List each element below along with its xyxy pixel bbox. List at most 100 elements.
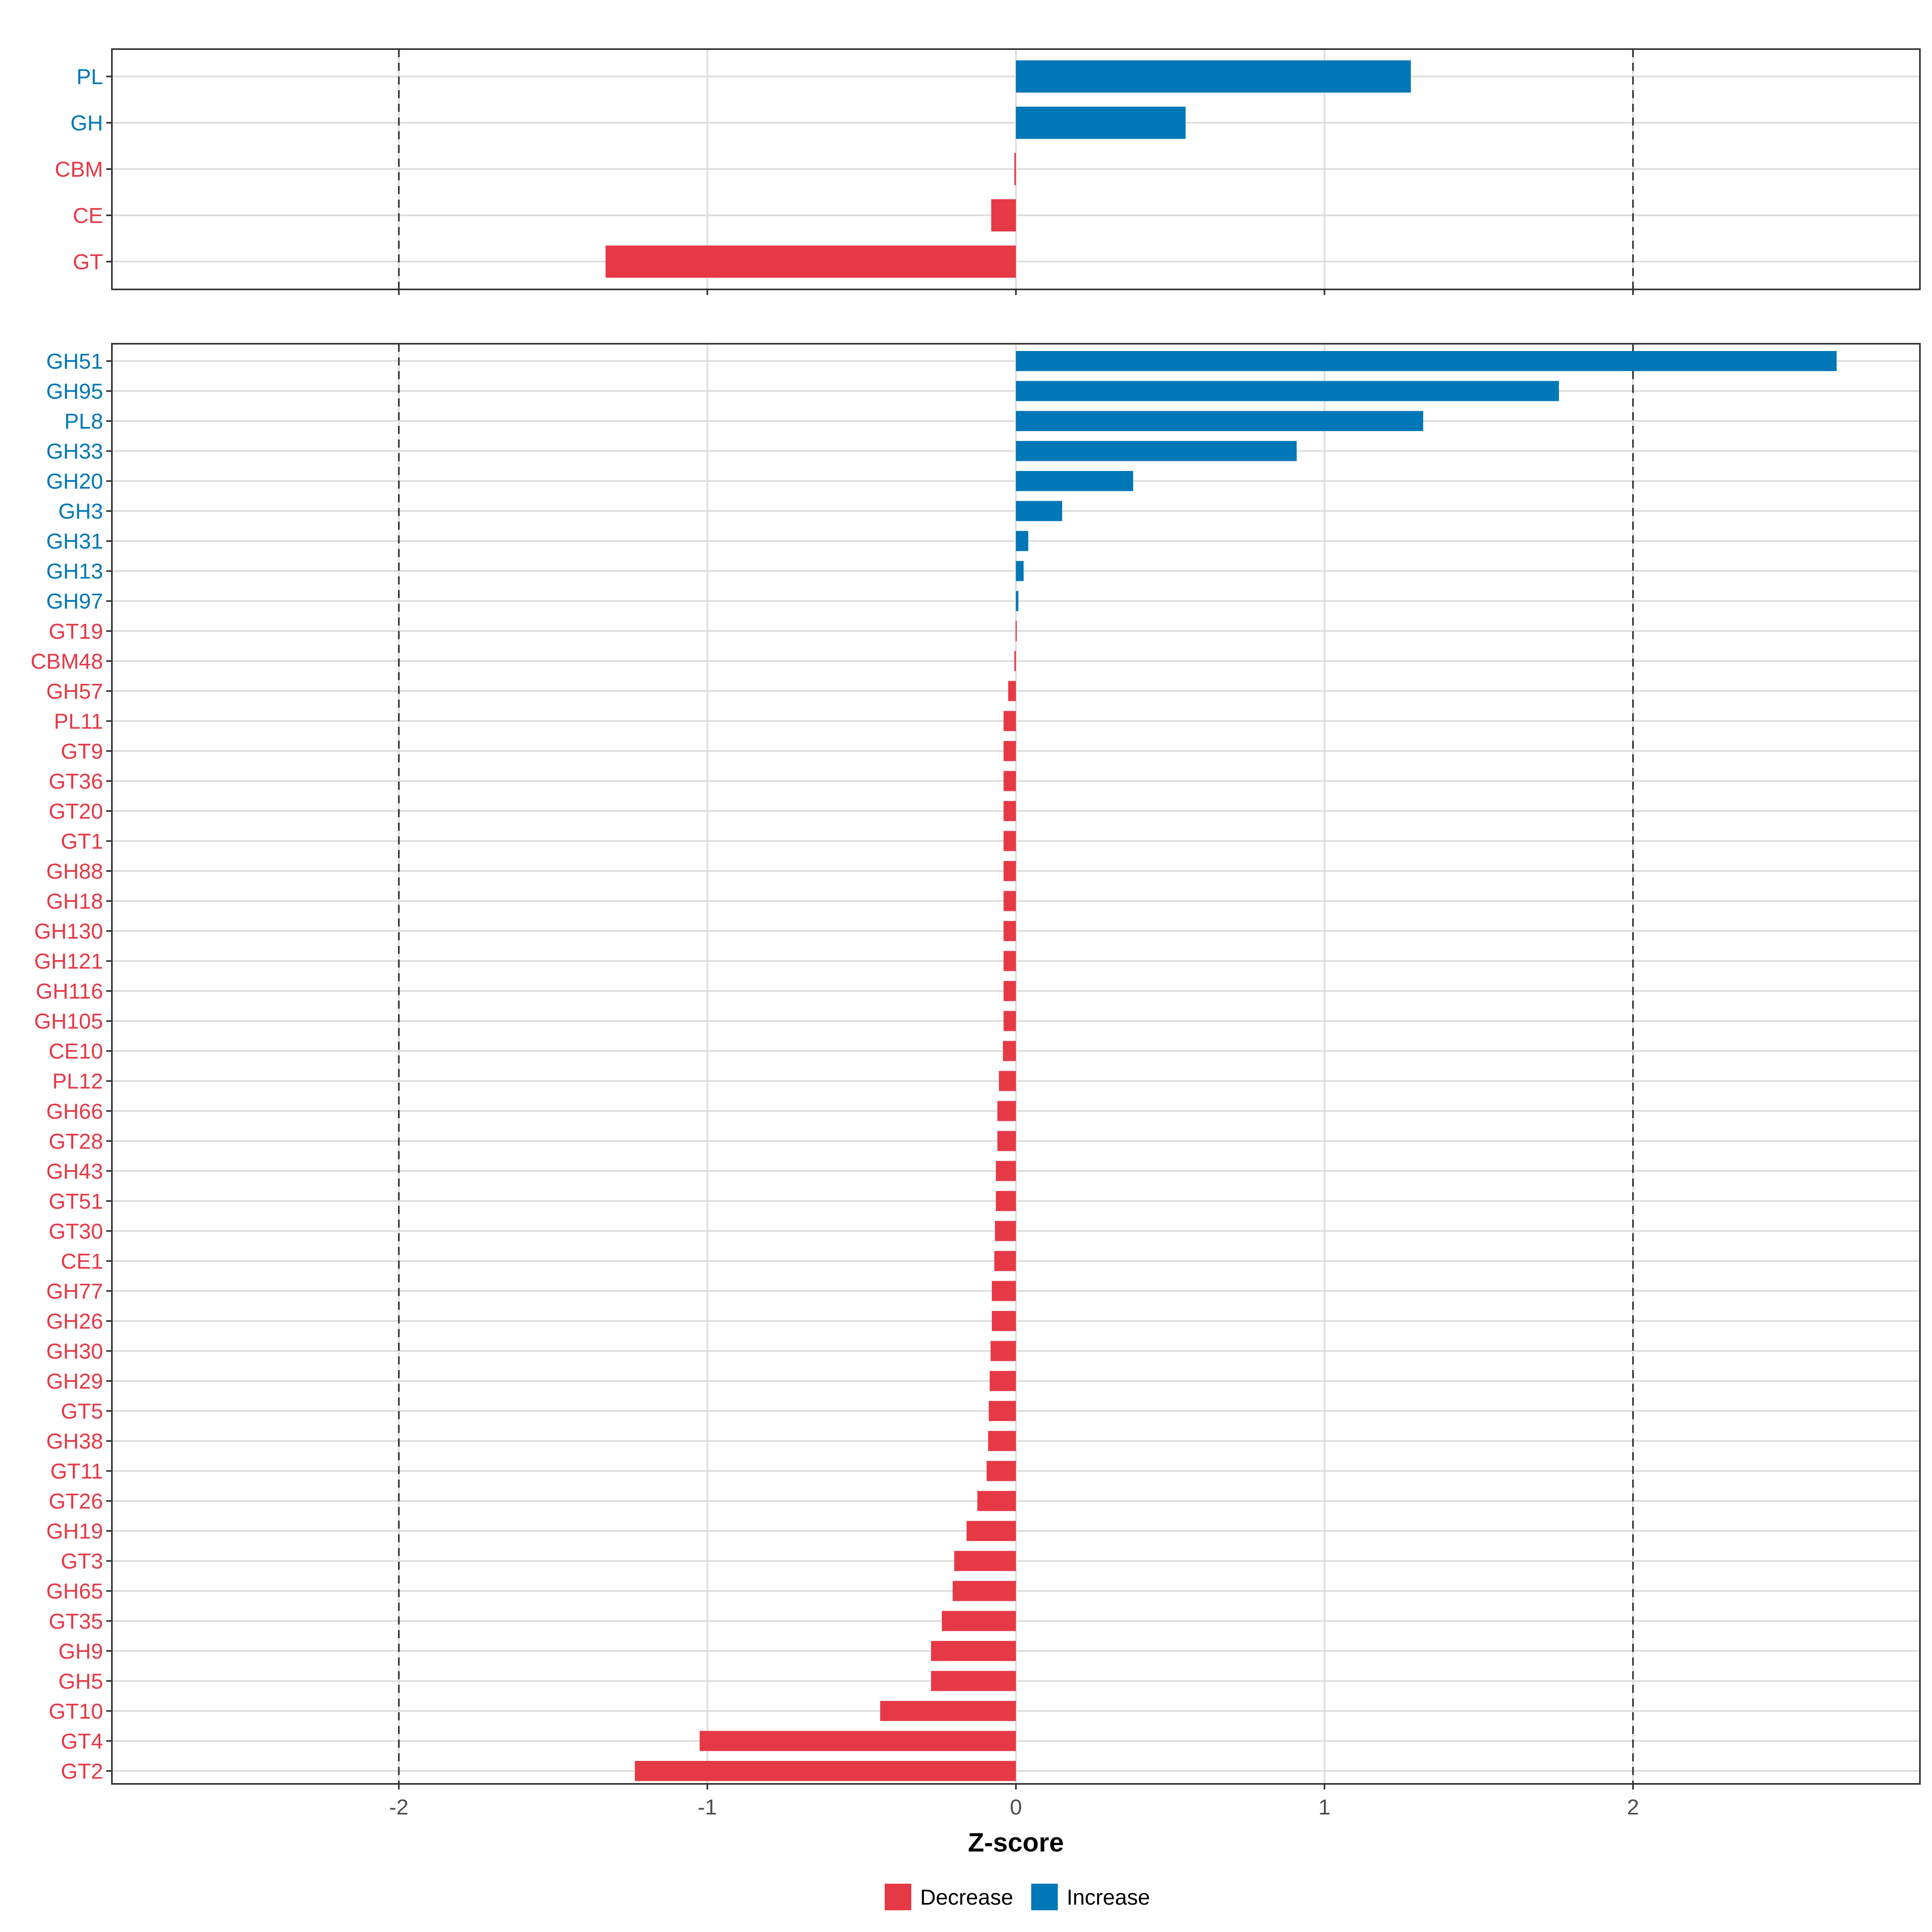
category-label-GT3: GT3	[61, 1549, 103, 1573]
category-label-CE: CE	[73, 204, 103, 228]
x-axis: -2 -1 0 1 2	[389, 1795, 1639, 1819]
bar-GH38	[988, 1431, 1016, 1451]
bar-GT28	[997, 1131, 1016, 1151]
legend-label-decrease: Decrease	[920, 1885, 1013, 1909]
bar-GH130	[1003, 921, 1016, 941]
bar-GH33	[1016, 441, 1297, 461]
bar-GT26	[977, 1491, 1016, 1511]
category-label-GT9: GT9	[61, 739, 103, 764]
category-label-GT20: GT20	[49, 799, 103, 824]
panel-subfamilies: GH51 GH95 PL8 GH33 GH20 GH3 GH31 GH13 GH97 GT19 CB…	[31, 343, 1921, 1790]
category-label-PL: PL	[76, 65, 103, 89]
bar-CBM	[1014, 153, 1016, 185]
panel-families: PL GH CBM CE GT	[55, 48, 1921, 295]
legend: Decrease Increase	[885, 1884, 1150, 1910]
x-tick-label: 0	[1010, 1795, 1022, 1819]
bar-GT10	[880, 1701, 1016, 1721]
category-label-CBM48: CBM48	[31, 649, 103, 673]
category-label-GH105: GH105	[34, 1009, 103, 1034]
category-label-GH57: GH57	[46, 679, 103, 704]
x-tick-label: 1	[1319, 1795, 1331, 1819]
bar-GT5	[989, 1401, 1016, 1421]
category-label-GH130: GH130	[34, 919, 103, 943]
bar-GH13	[1016, 561, 1024, 581]
bar-GT36	[1003, 771, 1016, 791]
bar-PL11	[1003, 711, 1016, 731]
x-tick-label: -2	[389, 1795, 409, 1819]
bar-GH5	[931, 1671, 1016, 1691]
category-label-PL8: PL8	[64, 409, 103, 433]
category-label-GH77: GH77	[46, 1279, 103, 1303]
category-label-PL12: PL12	[52, 1069, 103, 1094]
bar-GT3	[954, 1551, 1016, 1571]
category-label-GH5: GH5	[58, 1669, 103, 1693]
bar-GH105	[1003, 1011, 1016, 1031]
bar-GH29	[989, 1371, 1016, 1391]
bar-GT30	[995, 1221, 1016, 1241]
bar-PL8	[1016, 411, 1423, 431]
bar-GT20	[1003, 801, 1016, 821]
bar-CE1	[994, 1251, 1016, 1271]
category-label-GT1: GT1	[61, 829, 103, 853]
bar-GT	[605, 246, 1016, 278]
bar-GH18	[1003, 891, 1016, 911]
category-label-GH31: GH31	[46, 529, 103, 553]
category-label-CBM: CBM	[55, 157, 103, 182]
bar-GH66	[997, 1101, 1016, 1121]
panels: PL GH CBM CE GT GH51 GH95 PL8 GH33 GH20 GH3 GH31 GH1…	[31, 48, 1921, 1790]
category-label-GH20: GH20	[46, 469, 103, 493]
category-label-CE10: CE10	[49, 1039, 103, 1063]
bar-GT11	[987, 1461, 1016, 1481]
bar-GH57	[1008, 681, 1016, 701]
category-label-GT4: GT4	[61, 1729, 103, 1753]
bar-GT35	[942, 1611, 1016, 1631]
bar-GH3	[1016, 501, 1062, 521]
legend-label-increase: Increase	[1067, 1885, 1150, 1909]
bar-PL12	[999, 1071, 1016, 1091]
category-label-GH116: GH116	[36, 979, 103, 1003]
category-label-CE1: CE1	[61, 1249, 103, 1274]
category-label-GH51: GH51	[46, 349, 103, 374]
category-label-GH43: GH43	[46, 1159, 103, 1183]
category-label-GT2: GT2	[61, 1759, 103, 1783]
category-label-GT30: GT30	[49, 1219, 103, 1243]
bar-GT1	[1003, 831, 1016, 851]
category-label-GT51: GT51	[49, 1189, 103, 1214]
bar-CBM48	[1014, 651, 1016, 671]
category-label-GH88: GH88	[46, 859, 103, 883]
bar-GH43	[996, 1161, 1016, 1181]
bar-GH88	[1003, 861, 1016, 881]
bar-GH26	[992, 1311, 1016, 1331]
bar-GH97	[1016, 591, 1019, 611]
bar-GH30	[991, 1341, 1016, 1361]
bar-CE10	[1003, 1041, 1016, 1061]
x-tick-label: 2	[1627, 1795, 1639, 1819]
bar-GH116	[1003, 981, 1016, 1001]
bar-GT2	[635, 1761, 1016, 1781]
category-label-GT19: GT19	[49, 619, 103, 644]
bar-GH121	[1003, 951, 1016, 971]
category-label-PL11: PL11	[54, 709, 103, 733]
category-label-GT28: GT28	[49, 1129, 103, 1154]
bar-GT4	[700, 1731, 1016, 1751]
category-label-GH97: GH97	[46, 589, 103, 613]
x-axis-title: Z-score	[968, 1827, 1064, 1857]
legend-swatch-decrease	[885, 1884, 911, 1910]
category-label-GH95: GH95	[46, 380, 103, 404]
category-label-GH: GH	[70, 111, 103, 135]
category-label-GH30: GH30	[46, 1339, 103, 1363]
bar-GH	[1016, 107, 1186, 139]
bar-GT9	[1003, 741, 1016, 761]
bar-GH77	[992, 1281, 1016, 1301]
category-label-GH33: GH33	[46, 440, 103, 464]
bar-PL	[1016, 60, 1411, 93]
bar-GH20	[1016, 471, 1133, 491]
bar-GH51	[1016, 351, 1837, 371]
category-label-GH121: GH121	[34, 949, 103, 974]
bar-GT19	[1016, 621, 1017, 641]
category-label-GH26: GH26	[46, 1309, 103, 1333]
bar-CE	[991, 199, 1016, 231]
category-label-GT26: GT26	[49, 1489, 103, 1513]
category-label-GH3: GH3	[58, 500, 103, 524]
